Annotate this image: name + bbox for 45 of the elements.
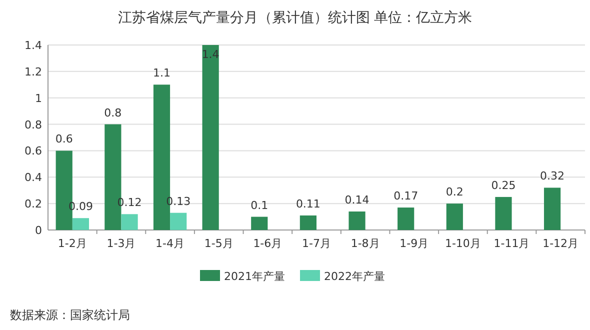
bar bbox=[170, 212, 187, 230]
y-tick-label: 0.8 bbox=[24, 118, 42, 132]
y-tick-label: 1 bbox=[35, 92, 42, 105]
bar bbox=[72, 218, 90, 230]
bar bbox=[300, 215, 316, 230]
data-label: 0.2 bbox=[446, 186, 464, 199]
x-tick-label: 1-2月 bbox=[58, 237, 87, 250]
x-tick-label: 1-7月 bbox=[302, 237, 331, 250]
y-tick-label: 0 bbox=[35, 224, 42, 237]
x-tick-label: 1-8月 bbox=[350, 237, 380, 250]
bar bbox=[251, 216, 268, 230]
x-tick-label: 1-4月 bbox=[156, 237, 185, 250]
data-label: 0.32 bbox=[540, 170, 565, 183]
data-label: 0.17 bbox=[394, 190, 418, 203]
bar bbox=[398, 208, 414, 230]
data-label: 0.1 bbox=[250, 198, 268, 212]
data-label: 0.8 bbox=[104, 106, 122, 120]
y-tick-label: 0.2 bbox=[24, 198, 42, 211]
y-tick-label: 0.4 bbox=[24, 171, 42, 184]
data-label: 0.25 bbox=[491, 178, 516, 192]
bar bbox=[495, 196, 512, 230]
data-label: 0.14 bbox=[344, 194, 370, 206]
y-tick-label: 1.4 bbox=[24, 39, 42, 52]
x-tick-label: 1-9月 bbox=[400, 237, 429, 250]
x-tick-label: 1-10月 bbox=[444, 237, 481, 250]
data-label: 0.11 bbox=[296, 197, 320, 210]
y-tick-label: 0.6 bbox=[24, 144, 42, 158]
data-label: 1.1 bbox=[152, 66, 170, 80]
bar bbox=[446, 204, 463, 230]
x-tick-label: 1-6月 bbox=[253, 237, 282, 250]
legend-label: 2021年产量 bbox=[224, 270, 285, 283]
y-tick-label: 1.2 bbox=[24, 65, 42, 78]
x-tick-label: 1-11月 bbox=[494, 237, 530, 250]
x-tick-label: 1-12月 bbox=[542, 237, 579, 250]
source-note: 数据来源：国家统计局 bbox=[10, 308, 130, 322]
legend-label: 2022年产量 bbox=[324, 270, 385, 283]
bar bbox=[544, 188, 561, 230]
x-tick-label: 1-3月 bbox=[106, 237, 136, 250]
bar bbox=[348, 212, 366, 230]
bar bbox=[202, 45, 219, 230]
data-label: 1.4 bbox=[202, 48, 220, 61]
bar bbox=[121, 214, 138, 230]
chart-title: 江苏省煤层气产量分月（累计值）统计图 单位：亿立方米 bbox=[118, 10, 472, 26]
data-label: 0.6 bbox=[55, 132, 73, 146]
x-tick-label: 1-5月 bbox=[204, 237, 234, 250]
